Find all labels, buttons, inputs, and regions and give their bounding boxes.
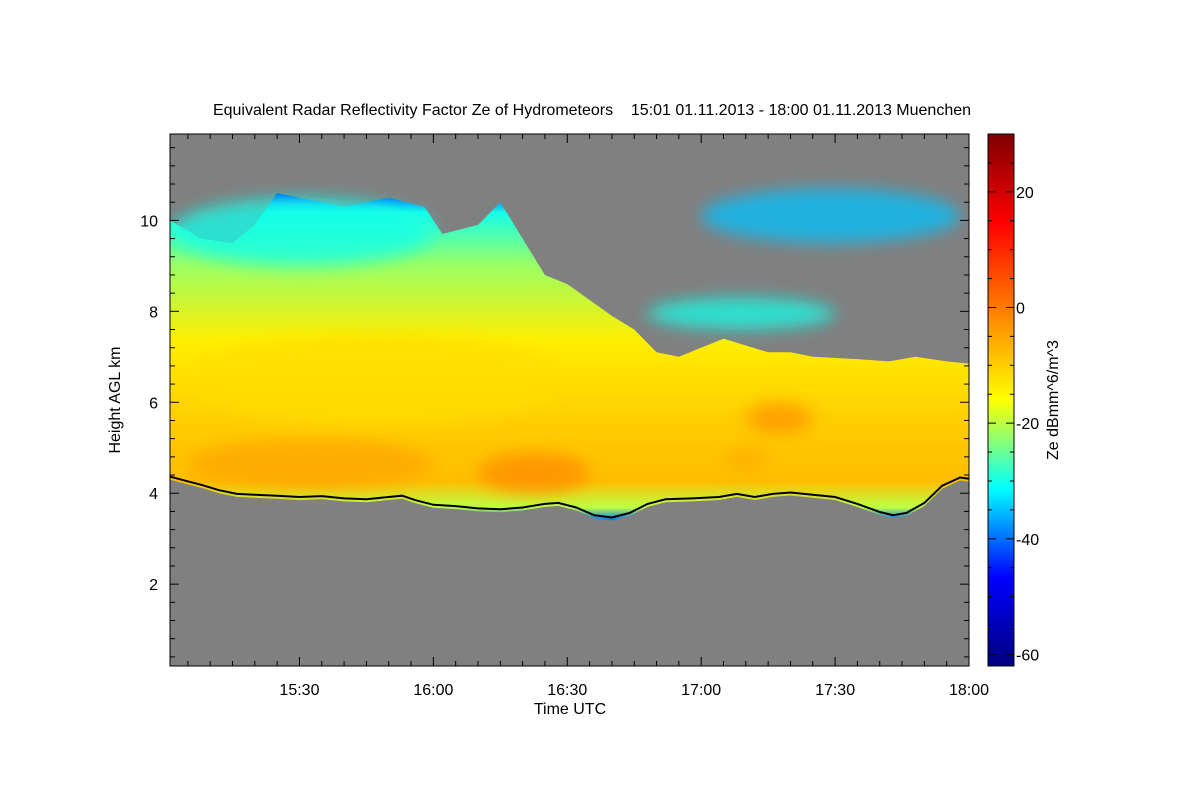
x-tick-label: 16:00 [413, 682, 453, 699]
colorbar-tick-label: 0 [1016, 300, 1025, 317]
cloud-base-line [170, 475, 969, 519]
chart-title: Equivalent Radar Reflectivity Factor Ze … [213, 102, 971, 119]
x-axis: 15:30 16:00 16:30 17:00 17:30 18:00 [187, 134, 989, 699]
reflectivity-cores [170, 188, 960, 494]
colorbar-tick-label: -20 [1016, 416, 1039, 433]
x-tick-label: 17:30 [815, 682, 855, 699]
cloud-body [170, 193, 969, 521]
colorbar-tick-label: 20 [1016, 185, 1034, 202]
reflectivity-core [723, 447, 769, 471]
y-tick-label: 4 [149, 486, 158, 503]
reflectivity-core [187, 334, 568, 425]
y-tick-label: 6 [149, 395, 158, 412]
plot-frame [169, 133, 970, 667]
x-tick-label: 18:00 [949, 682, 989, 699]
colorbar-tick-label: -60 [1016, 647, 1039, 664]
x-tick-label: 17:00 [681, 682, 721, 699]
plot-area [170, 134, 969, 666]
x-tick-label: 16:30 [547, 682, 587, 699]
y-axis-label: Height AGL km [107, 346, 124, 453]
colorbar [987, 133, 1015, 667]
reflectivity-core [745, 402, 813, 435]
y-tick-label: 8 [149, 304, 158, 321]
reflectivity-core [701, 188, 960, 244]
colorbar-ticks: 20 0 -20 -40 -60 [988, 133, 1039, 664]
reflectivity-core [170, 197, 434, 266]
x-tick-label: 15:30 [279, 682, 319, 699]
y-tick-label: 10 [140, 213, 158, 230]
y-tick-label: 2 [149, 577, 158, 594]
x-axis-label: Time UTC [534, 701, 606, 718]
y-axis: 2 4 6 8 10 [140, 147, 969, 658]
reflectivity-core [187, 438, 434, 489]
reflectivity-core [478, 452, 590, 494]
colorbar-tick-label: -40 [1016, 532, 1039, 549]
reflectivity-core [647, 297, 836, 330]
colorbar-label: Ze dBmm^6/m^3 [1045, 340, 1062, 460]
